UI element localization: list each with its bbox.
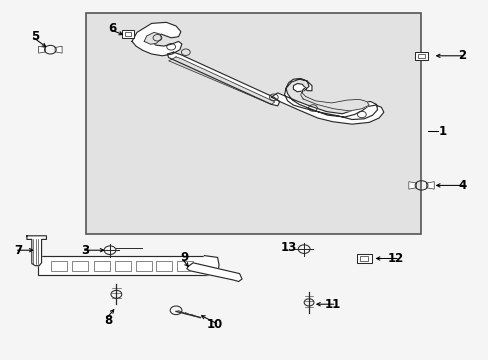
Polygon shape — [168, 57, 274, 104]
Polygon shape — [167, 52, 279, 106]
Bar — [51, 261, 67, 271]
Bar — [38, 256, 207, 275]
Bar — [156, 261, 172, 271]
Bar — [414, 52, 427, 60]
Polygon shape — [426, 182, 433, 189]
Polygon shape — [204, 256, 219, 275]
Text: 13: 13 — [280, 241, 296, 254]
Polygon shape — [55, 46, 62, 53]
Bar — [85, 13, 420, 234]
Bar — [177, 261, 192, 271]
Bar — [360, 256, 367, 261]
Bar — [115, 261, 131, 271]
Polygon shape — [300, 87, 368, 111]
Text: 4: 4 — [457, 179, 465, 192]
Polygon shape — [39, 46, 45, 53]
Text: 12: 12 — [387, 252, 404, 265]
Polygon shape — [186, 263, 242, 282]
Polygon shape — [144, 32, 161, 44]
Polygon shape — [408, 182, 416, 189]
Text: 9: 9 — [181, 251, 188, 264]
Bar — [94, 261, 109, 271]
Bar — [122, 30, 134, 38]
Bar — [356, 254, 371, 263]
Polygon shape — [27, 236, 46, 266]
Text: 2: 2 — [457, 49, 465, 62]
Text: 6: 6 — [108, 22, 116, 35]
Bar — [136, 261, 151, 271]
Text: 11: 11 — [324, 298, 340, 311]
Bar — [124, 32, 131, 36]
Text: 8: 8 — [104, 314, 112, 327]
Polygon shape — [132, 22, 182, 56]
Text: 5: 5 — [31, 30, 39, 42]
Text: 10: 10 — [206, 318, 223, 331]
Text: 3: 3 — [81, 244, 89, 257]
Polygon shape — [271, 78, 383, 124]
Text: 7: 7 — [15, 244, 22, 257]
Bar — [417, 54, 425, 58]
Bar — [72, 261, 88, 271]
Text: 1: 1 — [438, 125, 446, 138]
